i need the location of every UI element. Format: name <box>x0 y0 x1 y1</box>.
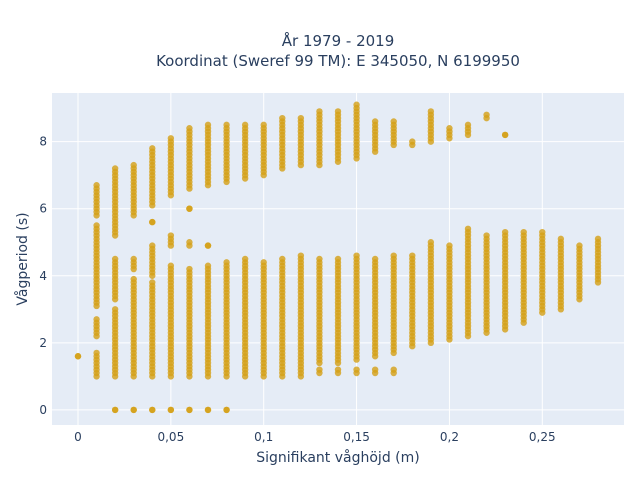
data-point <box>186 406 193 414</box>
data-point <box>260 259 267 266</box>
data-point <box>223 259 230 266</box>
data-point <box>464 121 472 129</box>
data-point <box>576 242 583 249</box>
data-point <box>241 121 249 129</box>
y-tick-label: 6 <box>39 202 47 216</box>
data-point <box>316 366 323 373</box>
data-point <box>167 135 175 142</box>
data-point <box>93 316 100 323</box>
x-tick-label: 0,15 <box>343 430 370 444</box>
data-point <box>93 349 100 357</box>
data-point <box>204 121 212 129</box>
data-point <box>130 275 137 283</box>
data-point <box>446 125 453 132</box>
x-tick-label: 0,25 <box>529 430 556 444</box>
y-tick-label: 8 <box>39 135 47 149</box>
x-tick-label: 0,2 <box>440 430 459 444</box>
data-point <box>279 255 286 263</box>
x-tick-label: 0,1 <box>254 430 273 444</box>
data-point <box>223 406 230 414</box>
data-point <box>371 255 379 263</box>
data-point <box>260 121 267 129</box>
data-point <box>334 108 342 115</box>
data-point <box>409 138 416 145</box>
x-tick-label: 0,05 <box>157 430 184 444</box>
data-point <box>111 406 119 414</box>
data-point <box>501 131 509 139</box>
chart-title-line-2: Koordinat (Sweref 99 TM): E 345050, N 61… <box>156 52 520 70</box>
y-tick-label: 0 <box>39 403 47 417</box>
data-point <box>520 228 527 236</box>
data-point <box>204 262 212 269</box>
data-point <box>427 108 435 115</box>
data-point <box>167 262 175 269</box>
data-point <box>167 406 175 414</box>
data-point <box>594 235 602 243</box>
data-point <box>241 255 249 263</box>
data-point <box>316 255 323 263</box>
data-point <box>539 228 546 236</box>
data-point <box>111 306 119 313</box>
data-point <box>334 366 342 373</box>
data-point <box>353 252 360 259</box>
data-point <box>371 366 379 373</box>
data-point <box>130 161 137 169</box>
data-point <box>149 406 156 414</box>
data-point <box>501 228 509 236</box>
data-point <box>409 252 416 259</box>
data-point <box>111 255 119 263</box>
data-point <box>93 222 100 229</box>
data-point <box>464 225 472 233</box>
data-point <box>167 232 175 239</box>
data-point <box>130 255 137 263</box>
y-tick-labels: 0 2 4 6 8 <box>39 135 47 417</box>
data-points <box>74 101 602 414</box>
y-tick-label: 4 <box>39 269 47 283</box>
x-tick-labels: 0 0,05 0,1 0,15 0,2 0,25 <box>74 430 555 444</box>
data-point <box>204 406 212 414</box>
data-point <box>390 252 397 259</box>
data-point <box>334 255 342 263</box>
x-axis-title: Signifikant våghöjd (m) <box>256 449 419 466</box>
data-point <box>316 108 323 115</box>
data-point <box>93 182 100 189</box>
data-point <box>186 265 193 273</box>
data-point <box>390 366 397 373</box>
y-tick-label: 2 <box>39 336 47 350</box>
data-point <box>427 239 435 246</box>
data-point <box>149 279 156 286</box>
data-point <box>149 218 156 226</box>
data-point <box>130 406 137 414</box>
data-point <box>149 145 156 152</box>
data-point <box>353 366 360 373</box>
data-point <box>297 114 305 122</box>
data-point <box>74 353 82 360</box>
data-point <box>186 125 193 132</box>
data-point <box>204 242 212 249</box>
data-point <box>186 205 193 212</box>
y-axis-title: Vågperiod (s) <box>14 212 31 305</box>
data-point <box>483 232 490 239</box>
data-point <box>111 165 119 172</box>
data-point <box>297 252 305 259</box>
x-tick-label: 0 <box>74 430 82 444</box>
data-point <box>223 121 230 129</box>
chart-title-line-1: År 1979 - 2019 <box>282 31 395 50</box>
data-point <box>390 118 397 125</box>
data-point <box>279 114 286 122</box>
data-point <box>149 242 156 249</box>
data-point <box>446 242 453 249</box>
data-point <box>186 239 193 246</box>
data-point <box>353 101 360 108</box>
data-point <box>371 118 379 125</box>
data-point <box>483 111 490 118</box>
data-point <box>557 235 565 243</box>
